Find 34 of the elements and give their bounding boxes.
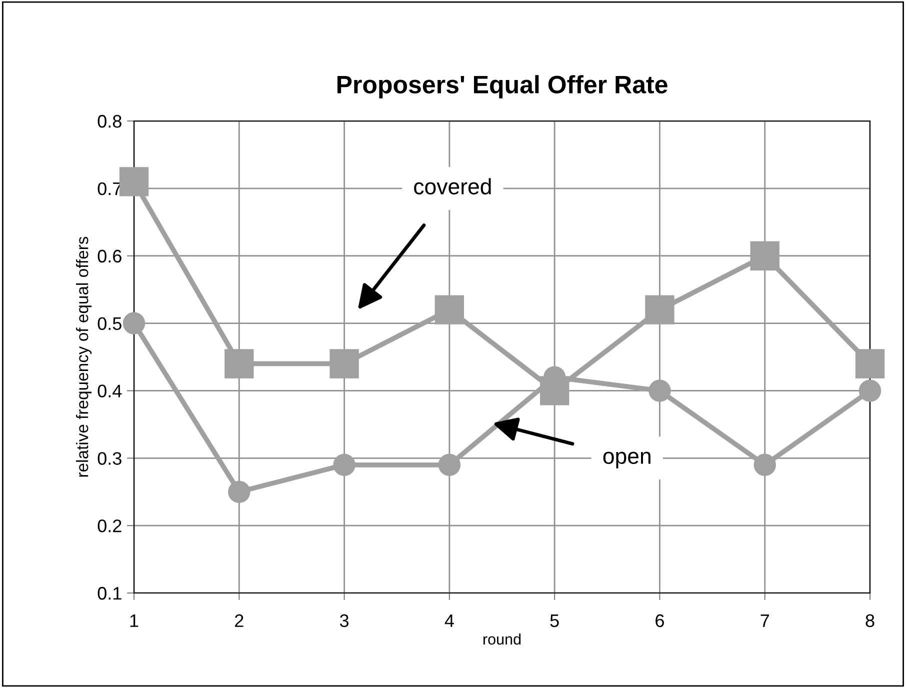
- y-tick-label: 0.8: [98, 114, 122, 128]
- y-tick-label: 0.1: [98, 586, 122, 600]
- point: [119, 167, 149, 196]
- point: [434, 295, 464, 324]
- x-axis-title: round: [483, 633, 521, 645]
- point: [122, 312, 146, 334]
- x-tick-label: 8: [866, 614, 874, 628]
- point: [754, 454, 776, 476]
- x-tick-label: 7: [760, 614, 769, 627]
- point: [645, 295, 674, 324]
- point: [858, 380, 882, 402]
- chart-title: Proposers' Equal Offer Rate: [337, 75, 668, 98]
- annotation: open: [603, 452, 650, 468]
- point: [438, 454, 461, 476]
- x-tick-label: 6: [656, 614, 664, 628]
- point: [224, 349, 254, 378]
- x-tick-label: 2: [235, 614, 244, 627]
- point: [855, 349, 885, 378]
- y-tick-label: 0.2: [98, 520, 122, 532]
- point: [333, 454, 356, 476]
- y-tick-label: 0.4: [98, 384, 122, 398]
- y-axis-title: relative frequency of equal offers: [76, 236, 92, 477]
- point: [750, 241, 780, 270]
- annotation: covered: [414, 178, 491, 194]
- x-tick-label: 5: [550, 614, 559, 628]
- y-tick-label: 0.5: [98, 317, 122, 330]
- point: [228, 480, 250, 503]
- x-tick-label: 1: [130, 614, 138, 627]
- y-tick-label: 0.6: [98, 250, 122, 263]
- y-tick-label: 0.3: [98, 452, 122, 465]
- x-tick-label: 4: [444, 614, 454, 627]
- x-tick-label: 3: [340, 614, 349, 628]
- point: [648, 380, 671, 402]
- point: [330, 349, 359, 378]
